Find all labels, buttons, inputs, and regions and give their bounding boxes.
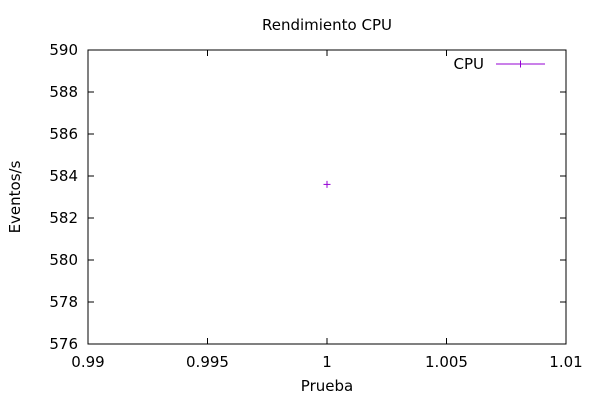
plot-frame <box>87 49 567 345</box>
y-tick-label: 584 <box>49 167 78 185</box>
legend-label: CPU <box>454 55 485 73</box>
x-tick-label: 1 <box>322 353 332 371</box>
x-tick-label: 1.005 <box>425 353 468 371</box>
chart-title: Rendimiento CPU <box>262 16 392 34</box>
x-tick-label: 0.995 <box>186 353 229 371</box>
y-tick-label: 590 <box>49 41 78 59</box>
y-tick-label: 576 <box>49 335 78 353</box>
y-tick-label: 582 <box>49 209 78 227</box>
y-tick-label: 578 <box>49 293 78 311</box>
x-axis-label: Prueba <box>301 377 353 395</box>
y-axis-label: Eventos/s <box>6 160 24 233</box>
y-tick-label: 580 <box>49 251 78 269</box>
legend: CPU <box>454 55 545 73</box>
y-tick-label: 588 <box>49 83 78 101</box>
x-tick-label: 0.99 <box>71 353 104 371</box>
data-point <box>323 180 331 188</box>
y-tick-label: 586 <box>49 125 78 143</box>
x-tick-label: 1.01 <box>549 353 582 371</box>
plot-area: 0.99 0.995 1 1.005 1.01 576 578 580 582 584 586 588… <box>49 41 582 371</box>
